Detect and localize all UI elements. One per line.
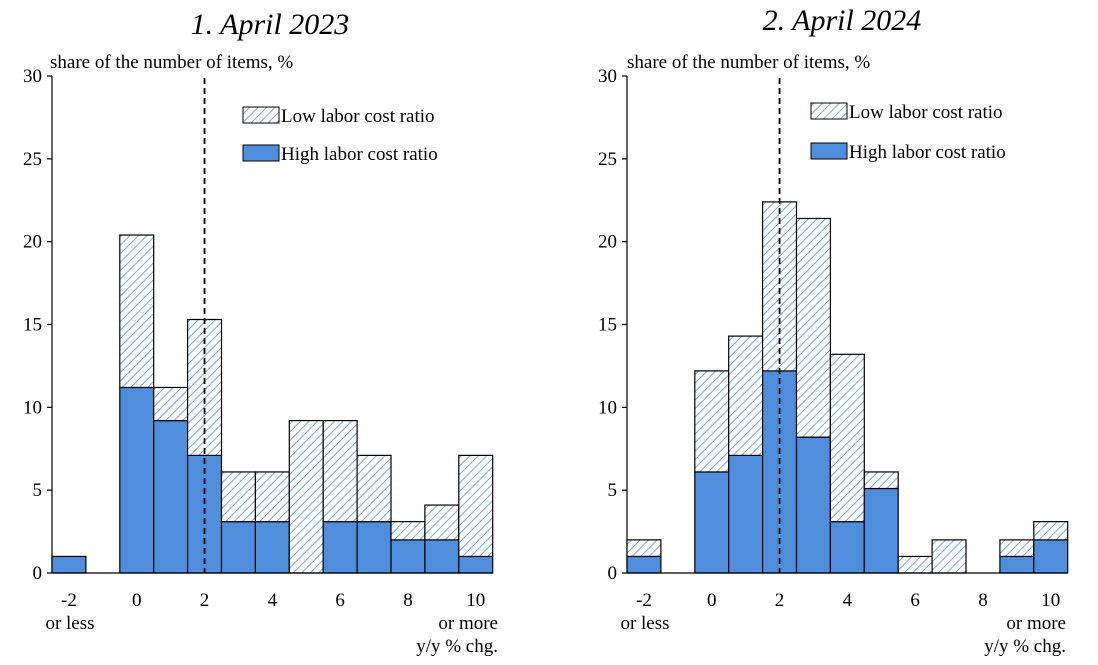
plot-area: 0 5 10 15 20 25 30 -2 0 2 4 6 8 10 [598, 66, 1069, 611]
bar-low-labor-cost [829, 353, 865, 523]
bar-low-labor-cost [761, 201, 798, 372]
bar-low-labor-cost [119, 234, 155, 389]
x-tick-label: -2 [61, 590, 77, 611]
bar-low-labor-cost [863, 471, 899, 490]
bar-low-labor-cost [626, 539, 662, 558]
y-axis-label: share of the number of items, % [627, 52, 870, 73]
xtick-sublabel-last: or more [1006, 613, 1066, 634]
x-tick-label: 6 [910, 590, 920, 611]
y-tick-label: 30 [23, 66, 42, 87]
bar-high-labor-cost [999, 555, 1035, 574]
bar-low-labor-cost [999, 539, 1035, 558]
bar-low-labor-cost [728, 335, 764, 456]
bar-high-labor-cost [795, 436, 832, 574]
bar-low-labor-cost [254, 471, 290, 523]
bar-low-labor-cost [424, 504, 460, 541]
y-axis-label: share of the number of items, % [50, 52, 293, 73]
y-tick-label: 15 [23, 315, 42, 336]
legend-swatch-low [810, 102, 848, 120]
chart-panel-april-2023: 1. April 2023 share of the number of ite… [23, 8, 498, 657]
x-tick-label: 0 [132, 590, 142, 611]
legend-swatch-high [242, 144, 280, 162]
x-tick-label: 10 [1041, 590, 1060, 611]
bar-high-labor-cost [220, 521, 257, 574]
legend-label-low: Low labor cost ratio [849, 102, 1003, 123]
bar-high-labor-cost [51, 555, 87, 574]
y-tick-label: 30 [598, 66, 617, 87]
bar-high-labor-cost [254, 521, 290, 574]
legend: Low labor cost ratio High labor cost rat… [242, 106, 438, 165]
legend: Low labor cost ratio High labor cost rat… [810, 102, 1006, 163]
bar-low-labor-cost [220, 471, 257, 523]
x-tick-label: 0 [707, 590, 717, 611]
legend-label-low: Low labor cost ratio [281, 106, 435, 127]
bar-low-labor-cost [356, 454, 392, 523]
bar-high-labor-cost [119, 386, 155, 574]
legend-label-high: High labor cost ratio [281, 144, 438, 165]
bar-low-labor-cost [931, 539, 967, 574]
bar-low-labor-cost [288, 419, 324, 574]
xtick-sublabel-first: or less [620, 613, 669, 634]
y-tick-label: 20 [23, 232, 42, 253]
x-axis-label: y/y % chg. [416, 636, 498, 657]
x-tick-label: 6 [335, 590, 345, 611]
bar-low-labor-cost [153, 386, 189, 422]
x-tick-label: 8 [403, 590, 413, 611]
bar-high-labor-cost [728, 454, 764, 574]
bar-high-labor-cost [356, 521, 392, 574]
x-tick-label: 2 [200, 590, 210, 611]
bar-low-labor-cost [795, 217, 832, 438]
y-tick-label: 20 [598, 232, 617, 253]
bar-high-labor-cost [153, 419, 189, 574]
bar-high-labor-cost [458, 555, 494, 574]
bar-high-labor-cost [829, 521, 865, 574]
x-tick-label: 4 [268, 590, 278, 611]
bar-high-labor-cost [390, 539, 426, 574]
bar-low-labor-cost [458, 454, 494, 558]
legend-swatch-high [810, 142, 848, 160]
bar-high-labor-cost [863, 487, 899, 574]
bar-low-labor-cost [322, 419, 358, 523]
legend-label-high: High labor cost ratio [849, 142, 1006, 163]
y-tick-label: 10 [598, 397, 617, 418]
y-tick-label: 15 [598, 315, 617, 336]
y-tick-label: 10 [23, 397, 42, 418]
bar-low-labor-cost [1033, 521, 1069, 541]
x-tick-label: 10 [466, 590, 485, 611]
bar-high-labor-cost [1033, 539, 1069, 574]
bar-low-labor-cost [897, 555, 933, 574]
bar-high-labor-cost [626, 555, 662, 574]
chart-panel-april-2024: 2. April 2024 share of the number of ite… [598, 4, 1069, 657]
legend-swatch-low [242, 106, 280, 124]
bar-low-labor-cost [390, 521, 426, 541]
x-tick-label: 8 [978, 590, 988, 611]
bar-high-labor-cost [424, 539, 460, 574]
y-tick-label: 0 [33, 563, 43, 584]
chart-title: 1. April 2023 [191, 8, 350, 41]
x-tick-label: 4 [843, 590, 853, 611]
x-axis-label: y/y % chg. [984, 636, 1066, 657]
bar-high-labor-cost [322, 521, 358, 574]
y-tick-label: 5 [33, 480, 43, 501]
y-tick-label: 0 [608, 563, 618, 584]
x-tick-label: 2 [775, 590, 785, 611]
bar-low-labor-cost [694, 370, 730, 473]
bar-high-labor-cost [694, 471, 730, 574]
plot-area: 0 5 10 15 20 25 30 -2 0 2 4 6 8 10 [23, 66, 494, 611]
xtick-sublabel-last: or more [438, 613, 498, 634]
x-tick-label: -2 [636, 590, 652, 611]
y-tick-label: 5 [608, 480, 618, 501]
xtick-sublabel-first: or less [45, 613, 94, 634]
y-tick-label: 25 [598, 149, 617, 170]
y-tick-label: 25 [23, 149, 42, 170]
chart-title: 2. April 2024 [763, 4, 922, 37]
